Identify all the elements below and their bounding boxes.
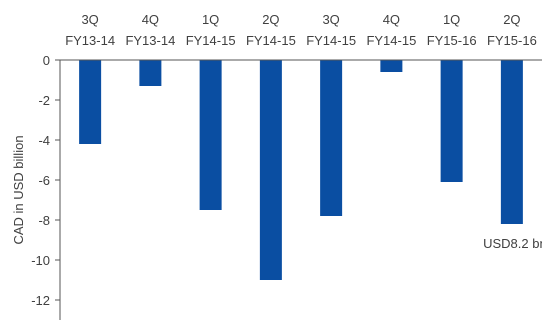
x-tick-label-3: 2Q FY14-15 — [246, 12, 296, 48]
y-tick-label-6: -12 — [31, 293, 50, 308]
bar-3 — [259, 60, 282, 280]
y-tick-label-3: -6 — [38, 173, 50, 188]
bars-group — [79, 60, 523, 280]
y-tick-label-1: -2 — [38, 93, 50, 108]
x-tick-label-5-line-0: 4Q — [383, 12, 400, 27]
x-tick-label-1: 4Q FY13-14 — [125, 12, 175, 48]
x-tick-label-6: 1Q FY15-16 — [427, 12, 477, 48]
bar-5 — [380, 60, 403, 72]
x-tick-label-1-line-0: 4Q — [142, 12, 159, 27]
x-tick-label-4: 3Q FY14-15 — [306, 12, 356, 48]
x-tick-label-6-line-1: FY15-16 — [427, 33, 477, 48]
x-tick-label-2-line-0: 1Q — [202, 12, 219, 27]
x-tick-label-5-line-1: FY14-15 — [366, 33, 416, 48]
x-tick-label-3-line-0: 2Q — [262, 12, 279, 27]
bar-4 — [320, 60, 343, 216]
x-tick-label-7: 2Q FY15-16 — [487, 12, 537, 48]
x-tick-label-2: 1Q FY14-15 — [186, 12, 236, 48]
x-tick-label-6-line-0: 1Q — [443, 12, 460, 27]
bar-7 — [500, 60, 523, 224]
bar-value-annotation-0: USD8.2 bn — [483, 236, 542, 251]
bar-6 — [440, 60, 463, 182]
x-tick-label-3-line-1: FY14-15 — [246, 33, 296, 48]
y-axis-label: CAD in USD billion — [11, 135, 26, 244]
y-ticks-group: 0 -2 -4 -6 -8 -10 -12 — [31, 53, 60, 308]
bar-1 — [139, 60, 162, 86]
y-tick-label-2: -4 — [38, 133, 50, 148]
annotations-group: USD8.2 bn — [483, 236, 542, 251]
x-tick-label-2-line-1: FY14-15 — [186, 33, 236, 48]
bar-2 — [199, 60, 222, 210]
x-tick-label-5: 4Q FY14-15 — [366, 12, 416, 48]
x-tick-label-4-line-0: 3Q — [322, 12, 339, 27]
x-ticks-group: 3Q FY13-14 4Q FY13-14 1Q FY14-15 2Q FY14-15 3Q FY… — [65, 12, 537, 48]
x-tick-label-1-line-1: FY13-14 — [125, 33, 175, 48]
x-tick-label-0: 3Q FY13-14 — [65, 12, 115, 48]
y-tick-label-0: 0 — [43, 53, 50, 68]
x-tick-label-4-line-1: FY14-15 — [306, 33, 356, 48]
bar-0 — [79, 60, 102, 144]
x-tick-label-0-line-0: 3Q — [81, 12, 98, 27]
x-tick-label-7-line-1: FY15-16 — [487, 33, 537, 48]
x-tick-label-0-line-1: FY13-14 — [65, 33, 115, 48]
x-tick-label-7-line-0: 2Q — [503, 12, 520, 27]
y-tick-label-4: -8 — [38, 213, 50, 228]
y-tick-label-5: -10 — [31, 253, 50, 268]
